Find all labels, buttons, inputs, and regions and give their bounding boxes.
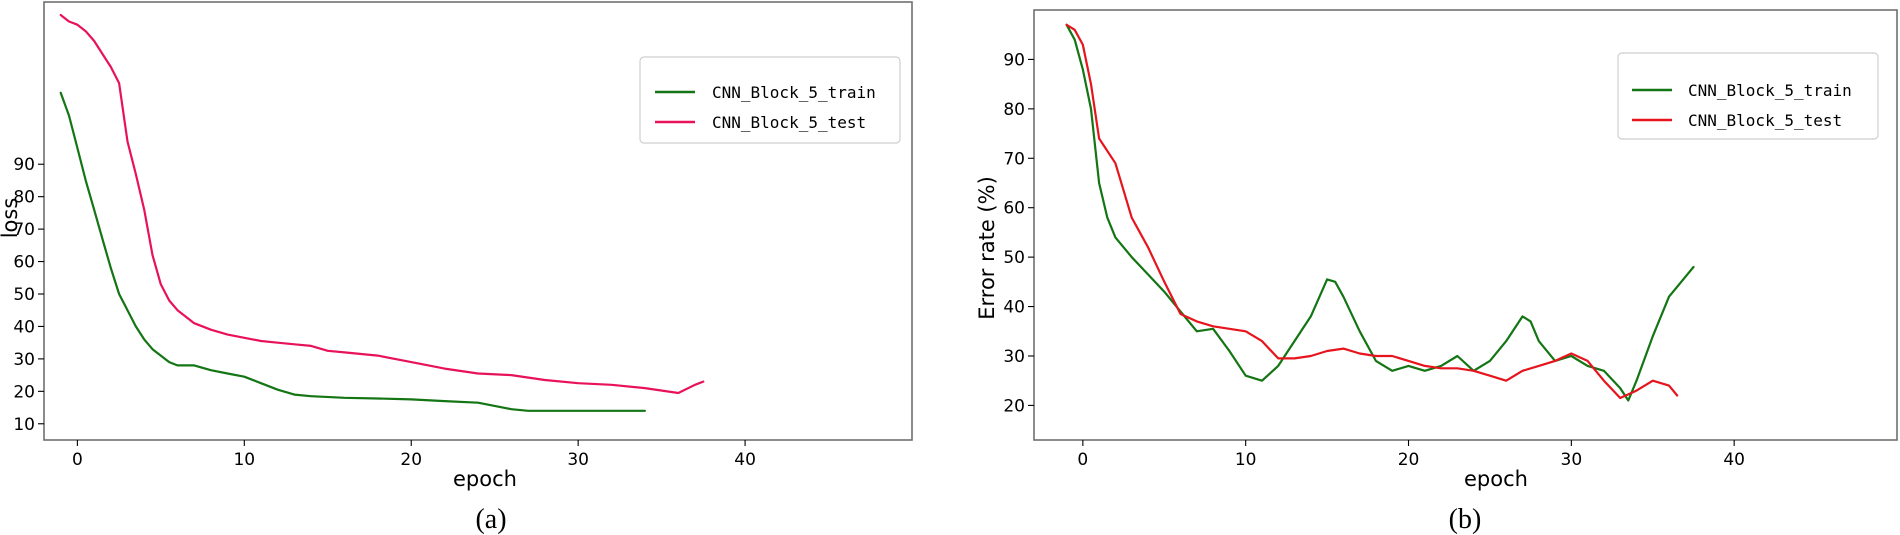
legend-box-a — [639, 56, 901, 144]
legend-box-b — [1617, 52, 1879, 140]
legend-a-test-label: CNN_Block_5_test — [712, 113, 866, 132]
x-tick-label: 30 — [1561, 450, 1583, 470]
series-line-train — [59, 91, 647, 412]
y-tick-label: 70 — [13, 220, 35, 240]
x-tick-label: 10 — [1235, 450, 1257, 470]
y-tick-label: 80 — [1003, 100, 1025, 120]
x-ticks-a: 0 10 20 30 40 — [72, 440, 756, 470]
y-tick-label: 90 — [1003, 50, 1025, 70]
x-tick-label: 40 — [734, 450, 756, 470]
series-line-train — [1065, 23, 1695, 402]
y-tick-label: 30 — [1003, 347, 1025, 367]
panel-a: 0 10 20 30 40 10 20 30 40 50 60 70 80 90 CNN_Block_5… — [0, 1, 913, 535]
x-tick-label: 0 — [72, 450, 83, 470]
y-tick-label: 70 — [1003, 149, 1025, 169]
plot-frame-a — [43, 1, 913, 441]
y-axis-label-b: Error rate (%) — [975, 176, 999, 320]
x-tick-label: 20 — [1398, 450, 1420, 470]
x-tick-label: 20 — [400, 450, 422, 470]
y-tick-label: 60 — [13, 253, 35, 273]
y-tick-label: 20 — [13, 382, 35, 402]
x-axis-label-b: epoch — [1464, 467, 1528, 491]
x-tick-label: 10 — [233, 450, 255, 470]
y-tick-label: 90 — [13, 155, 35, 175]
legend-b-train-label: CNN_Block_5_train — [1688, 81, 1852, 100]
legend-a-train-label: CNN_Block_5_train — [712, 83, 876, 102]
x-ticks-b: 0 10 20 30 40 — [1077, 440, 1745, 470]
y-axis-label-a: loss — [0, 198, 22, 239]
caption-a: (a) — [475, 504, 506, 535]
y-tick-label: 40 — [1003, 298, 1025, 318]
x-tick-label: 40 — [1723, 450, 1745, 470]
y-tick-label: 20 — [1003, 396, 1025, 416]
series-line-test — [1065, 23, 1679, 400]
x-tick-label: 30 — [567, 450, 589, 470]
series-b — [1065, 23, 1695, 402]
x-axis-label-a: epoch — [453, 467, 517, 491]
legend-b: CNN_Block_5_train CNN_Block_5_test — [1617, 52, 1879, 140]
legend-a: CNN_Block_5_train CNN_Block_5_test — [639, 56, 901, 144]
y-tick-label: 30 — [13, 350, 35, 370]
y-ticks-a: 10 20 30 40 50 60 70 80 90 — [13, 155, 44, 435]
series-a — [59, 13, 705, 412]
y-tick-label: 50 — [1003, 248, 1025, 268]
plot-frame-b — [1033, 9, 1898, 441]
series-line-test — [59, 13, 705, 395]
caption-b: (b) — [1449, 504, 1482, 535]
y-tick-label: 50 — [13, 285, 35, 305]
y-ticks-b: 20 30 40 50 60 70 80 90 — [1003, 50, 1034, 416]
y-tick-label: 60 — [1003, 199, 1025, 219]
y-tick-label: 40 — [13, 317, 35, 337]
panel-b: 0 10 20 30 40 20 30 40 50 60 70 80 90 CNN_Block_5_t… — [975, 9, 1898, 535]
y-tick-label: 10 — [13, 415, 35, 435]
y-tick-label: 80 — [13, 188, 35, 208]
legend-b-test-label: CNN_Block_5_test — [1688, 111, 1842, 130]
x-tick-label: 0 — [1077, 450, 1088, 470]
